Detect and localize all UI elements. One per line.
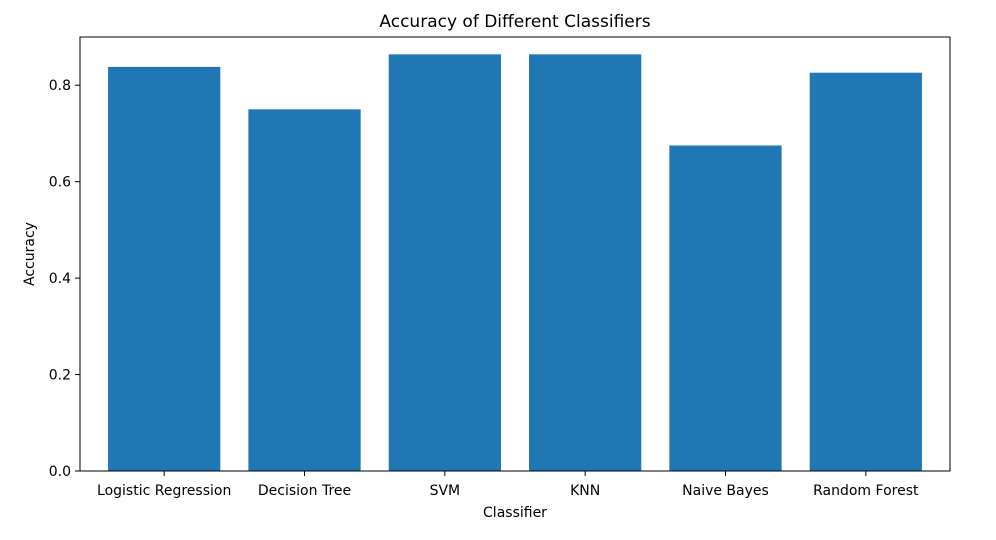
y-tick-label: 0.6	[49, 175, 71, 191]
y-axis-ticks: 0.0 0.2 0.4 0.6 0.8	[49, 78, 80, 480]
x-tick-label: Decision Tree	[258, 483, 351, 499]
bar-group	[108, 54, 922, 472]
x-tick-label: SVM	[430, 483, 461, 499]
bar-decision-tree	[248, 109, 361, 471]
y-tick-label: 0.4	[49, 271, 71, 287]
bar-naive-bayes	[669, 145, 782, 471]
chart-title: Accuracy of Different Classifiers	[379, 12, 650, 32]
x-tick-label: Naive Bayes	[682, 483, 769, 499]
bar-svm	[388, 54, 501, 472]
bar-knn	[529, 54, 642, 472]
bar-random-forest	[809, 72, 922, 471]
y-tick-label: 0.8	[49, 78, 71, 94]
x-tick-label: KNN	[570, 483, 600, 499]
x-tick-label: Random Forest	[813, 483, 919, 499]
x-axis-label: Classifier	[483, 505, 547, 521]
x-axis-ticks: Logistic Regression Decision Tree SVM KNN Na…	[97, 471, 919, 499]
x-tick-label: Logistic Regression	[97, 483, 231, 499]
y-tick-label: 0.0	[49, 464, 71, 480]
y-tick-label: 0.2	[49, 368, 71, 384]
y-axis-label: Accuracy	[22, 222, 38, 286]
plot-frame	[79, 36, 951, 472]
bar-logistic-regression	[108, 66, 221, 472]
